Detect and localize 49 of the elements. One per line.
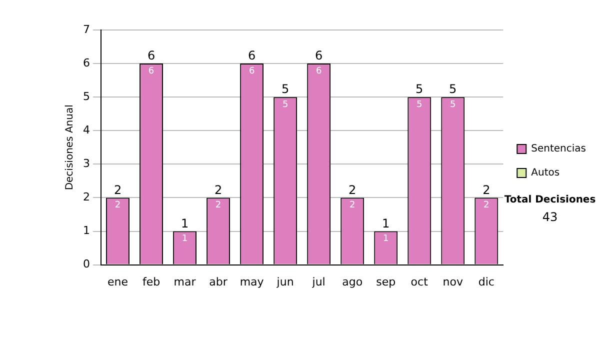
x-tick-label: ago	[342, 275, 363, 288]
x-tick-label: sep	[376, 275, 396, 288]
data-label: 1	[382, 234, 389, 244]
total-label: 6	[315, 48, 323, 63]
legend-label: Autos	[531, 168, 560, 179]
y-tick-label: 6	[83, 56, 90, 70]
x-tick-label: mar	[174, 275, 196, 288]
y-axis-title: Decisiones Anual	[64, 104, 76, 190]
y-tick-label: 2	[83, 190, 90, 204]
total-label: 1	[180, 216, 189, 230]
data-label: 5	[450, 100, 456, 110]
total-label: 1	[382, 216, 390, 230]
total-label: 6	[248, 48, 256, 63]
data-label: 2	[215, 200, 222, 211]
x-tick-label: feb	[142, 275, 160, 288]
data-label: 2	[349, 200, 356, 211]
total-label: 5	[416, 82, 424, 96]
data-label: 5	[416, 100, 422, 110]
x-tick-label: jul	[311, 275, 326, 288]
x-tick-label: abr	[209, 275, 228, 288]
y-tick-label: 0	[83, 258, 90, 271]
total-label: 2	[114, 182, 122, 197]
y-tick-label: 5	[83, 90, 90, 103]
total-label: 5	[281, 82, 290, 96]
x-tick-label: nov	[442, 275, 464, 288]
x-tick-label: dic	[478, 275, 494, 288]
data-label: 6	[248, 66, 255, 76]
total-label: 2	[482, 182, 490, 197]
data-label: 5	[282, 100, 288, 110]
y-tick-label: 3	[83, 157, 90, 170]
legend-label: Sentencias	[531, 144, 586, 155]
x-tick-label: may	[240, 275, 264, 288]
y-tick-label: 4	[83, 123, 90, 136]
y-tick-label: 7	[83, 22, 90, 36]
total-label: 2	[348, 182, 356, 197]
text: 43	[542, 210, 558, 224]
total-label: 6	[147, 48, 156, 63]
y-tick-label: 1	[83, 224, 90, 238]
x-tick-label: ene	[107, 275, 128, 288]
total-label: 5	[449, 82, 457, 96]
data-label: 6	[316, 66, 322, 76]
x-tick-label: jun	[276, 275, 294, 288]
x-tick-label: oct	[410, 275, 429, 288]
total-label: 2	[214, 182, 222, 197]
data-label: 2	[484, 200, 490, 211]
data-label: 6	[148, 66, 154, 76]
data-label: 1	[182, 234, 188, 244]
data-label: 2	[114, 200, 121, 211]
text: Total Decisiones	[504, 194, 596, 206]
